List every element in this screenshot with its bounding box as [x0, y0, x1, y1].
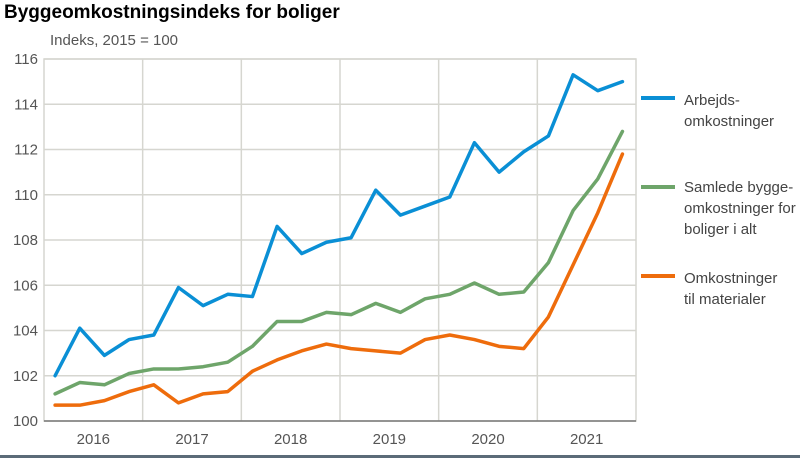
legend-line: omkostninger for	[684, 200, 796, 217]
y-tick-label: 108	[13, 232, 38, 249]
legend-line: Samlede bygge-	[684, 179, 794, 196]
legend-label-materialer: Omkostninger til materialer	[684, 268, 777, 310]
x-tick-label: 2019	[373, 431, 406, 448]
y-tick-label: 110	[14, 187, 38, 204]
legend-swatch-arbeid	[641, 96, 675, 100]
legend-line: omkostninger	[684, 113, 775, 130]
bottom-rule	[0, 455, 800, 458]
legend-label-arbeid: Arbejds- omkostninger	[684, 90, 774, 132]
y-tick-label: 112	[14, 142, 38, 159]
y-axis-label: Indeks, 2015 = 100	[50, 32, 179, 49]
legend-line: Omkostninger	[684, 270, 778, 287]
legend-label-samlede: Samlede bygge- omkostninger for boliger …	[684, 177, 796, 240]
legend-line: til materialer	[684, 291, 766, 308]
x-tick-label: 2021	[570, 431, 603, 448]
x-tick-label: 2017	[175, 431, 208, 448]
series-line-1	[53, 129, 625, 396]
legend-line: boliger i alt	[684, 221, 757, 238]
x-tick-label: 2020	[471, 431, 504, 448]
y-tick-label: 114	[14, 96, 38, 113]
legend-swatch-materialer	[641, 274, 675, 278]
chart-title: Byggeomkostningsindeks for boliger	[4, 2, 340, 23]
y-tick-label: 104	[13, 323, 38, 340]
y-tick-label: 116	[14, 51, 38, 68]
y-tick-label: 102	[13, 368, 38, 385]
x-tick-label: 2016	[77, 431, 110, 448]
y-tick-label: 100	[13, 413, 38, 430]
x-tick-label: 2018	[274, 431, 307, 448]
series-line-0	[53, 73, 625, 378]
legend-line: Arbejds-	[684, 92, 740, 109]
series-line-2	[53, 152, 625, 407]
legend-swatch-samlede	[641, 185, 675, 189]
y-tick-label: 106	[13, 277, 38, 294]
